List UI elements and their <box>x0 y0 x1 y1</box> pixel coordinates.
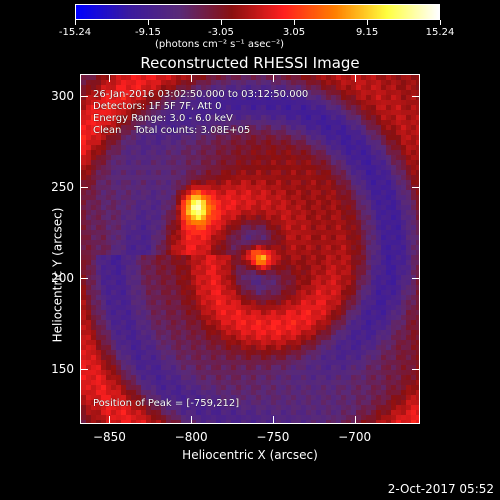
colorbar-tick <box>147 20 149 25</box>
annotation-clean-counts: Clean Total counts: 3.08E+05 <box>93 125 251 136</box>
chart-title: Reconstructed RHESSI Image <box>140 54 360 72</box>
timestamp: 2-Oct-2017 05:52 <box>387 482 494 496</box>
colorbar-tick <box>440 20 441 25</box>
x-tick-label: −750 <box>256 430 290 444</box>
plot-area: 26-Jan-2016 03:02:50.000 to 03:12:50.000… <box>80 74 420 424</box>
x-tick <box>354 416 356 424</box>
annotation-detectors: Detectors: 1F 5F 7F, Att 0 <box>93 101 222 112</box>
x-axis-label: Heliocentric X (arcsec) <box>182 448 318 462</box>
y-tick <box>80 95 88 97</box>
y-tick <box>80 187 88 189</box>
y-tick-label: 250 <box>51 180 74 195</box>
x-tick-top <box>272 74 274 82</box>
colorbar-tick-label: -15.24 <box>58 27 92 38</box>
y-tick-right <box>412 95 420 97</box>
x-tick <box>191 416 193 424</box>
x-tick-label: −700 <box>338 430 372 444</box>
colorbar-tick <box>75 20 76 25</box>
x-tick-label: −850 <box>92 430 126 444</box>
y-tick-right <box>412 278 420 280</box>
y-tick-label: 150 <box>51 362 74 377</box>
x-tick <box>272 416 274 424</box>
colorbar <box>75 4 440 20</box>
colorbar-unit-label: (photons cm⁻² s⁻¹ asec⁻²) <box>155 39 285 50</box>
y-tick-right <box>412 187 420 189</box>
y-tick-right <box>412 369 420 371</box>
x-tick-top <box>354 74 356 82</box>
colorbar-tick-label: -3.05 <box>208 27 234 38</box>
colorbar-tick <box>294 20 296 25</box>
colorbar-tick-label: 15.24 <box>425 27 455 38</box>
x-tick-label: −800 <box>174 430 208 444</box>
colorbar-tick <box>220 20 222 25</box>
x-tick-top <box>191 74 193 82</box>
x-tick-top <box>109 74 111 82</box>
heatmap-image <box>81 75 419 423</box>
y-tick-label: 200 <box>51 271 74 286</box>
colorbar-tick-label: 9.15 <box>355 27 379 38</box>
y-tick-label: 300 <box>51 88 74 103</box>
colorbar-tick-label: -9.15 <box>134 27 161 38</box>
peak-position-label: Position of Peak = [-759,212] <box>93 398 240 409</box>
annotation-energy-range: Energy Range: 3.0 - 6.0 keV <box>93 113 233 124</box>
colorbar-tick-label: 3.05 <box>282 27 306 38</box>
y-tick <box>80 369 88 371</box>
y-axis-label: Heliocentric Y (arcsec) <box>50 207 65 343</box>
colorbar-tick <box>367 20 369 25</box>
x-tick <box>109 416 111 424</box>
annotation-time-range: 26-Jan-2016 03:02:50.000 to 03:12:50.000 <box>93 89 309 100</box>
y-tick <box>80 278 88 280</box>
